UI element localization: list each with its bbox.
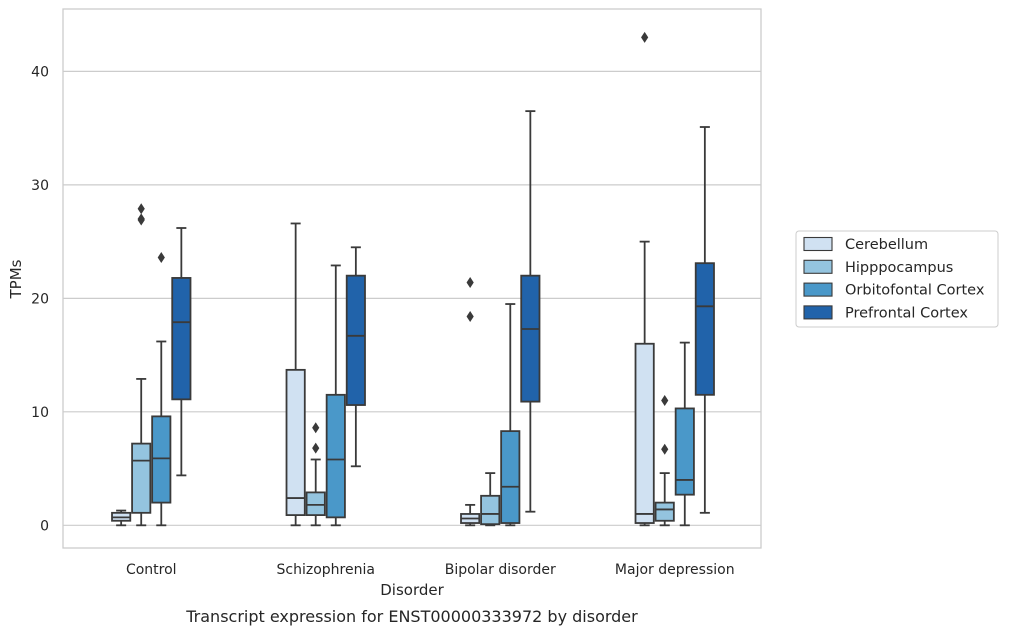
box xyxy=(674,341,695,527)
x-axis-label: Disorder xyxy=(380,581,444,599)
x-tick-label: Control xyxy=(126,562,177,578)
outlier-point xyxy=(312,442,320,454)
legend: Cerebellum Hipppocampus Orbitofontal Corte… xyxy=(795,230,999,328)
box xyxy=(131,203,152,527)
outlier-point xyxy=(157,252,165,264)
outlier-point xyxy=(661,394,669,406)
x-tick-labels: Control Schizophrenia Bipolar disorder Majo… xyxy=(126,562,735,578)
legend-swatch xyxy=(803,305,833,320)
box xyxy=(171,227,192,477)
box-iqr xyxy=(694,262,715,396)
box-iqr xyxy=(520,274,541,403)
legend-swatch xyxy=(803,259,833,274)
box-iqr xyxy=(171,277,192,401)
chart-caption: Transcript expression for ENST0000033397… xyxy=(185,607,638,626)
y-axis-label: TPMs xyxy=(7,259,25,299)
box-iqr xyxy=(480,494,501,526)
box xyxy=(151,252,172,527)
outlier-point xyxy=(312,422,320,434)
box-iqr xyxy=(634,342,655,524)
y-tick-label: 0 xyxy=(40,518,49,534)
box xyxy=(694,126,715,514)
box-iqr xyxy=(500,430,521,524)
box xyxy=(325,264,346,527)
legend-swatch xyxy=(803,236,833,252)
box-iqr xyxy=(131,442,152,514)
box-iqr xyxy=(325,393,346,519)
box-iqr xyxy=(151,415,172,504)
legend-swatch xyxy=(803,282,833,297)
legend-label: Hipppocampus xyxy=(845,260,953,276)
box xyxy=(634,31,655,527)
legend-label: Cerebellum xyxy=(845,237,928,253)
box-iqr xyxy=(285,368,306,516)
box-groups xyxy=(111,31,715,527)
y-tick-label: 30 xyxy=(31,178,49,194)
box xyxy=(345,246,366,468)
outlier-point xyxy=(137,203,145,215)
box xyxy=(285,222,306,527)
y-tick-label: 10 xyxy=(31,405,49,421)
legend-items: Cerebellum Hipppocampus Orbitofontal Corte… xyxy=(803,236,985,321)
box-iqr xyxy=(674,407,695,496)
legend-label: Prefrontal Cortex xyxy=(845,305,968,321)
outlier-point xyxy=(466,276,474,288)
y-tick-labels: 0 10 20 30 40 xyxy=(31,64,49,534)
box xyxy=(654,394,675,527)
box-iqr xyxy=(305,491,326,516)
box-iqr xyxy=(345,274,366,406)
box xyxy=(111,509,132,527)
box xyxy=(500,303,521,527)
box-iqr xyxy=(654,501,675,522)
x-tick-label: Bipolar disorder xyxy=(445,562,556,578)
outlier-point xyxy=(641,31,649,43)
x-tick-label: Schizophrenia xyxy=(277,562,375,578)
y-tick-label: 20 xyxy=(31,291,49,307)
outlier-point xyxy=(137,213,145,225)
box xyxy=(460,276,481,527)
y-tick-label: 40 xyxy=(31,64,49,80)
legend-frame xyxy=(795,230,999,328)
x-tick-label: Major depression xyxy=(615,562,735,578)
legend-label: Orbitofontal Cortex xyxy=(845,283,985,299)
outlier-point xyxy=(661,443,669,455)
box xyxy=(520,110,541,513)
box xyxy=(480,472,501,527)
outlier-point xyxy=(466,311,474,323)
plot-frame xyxy=(62,8,762,549)
box xyxy=(305,422,326,527)
